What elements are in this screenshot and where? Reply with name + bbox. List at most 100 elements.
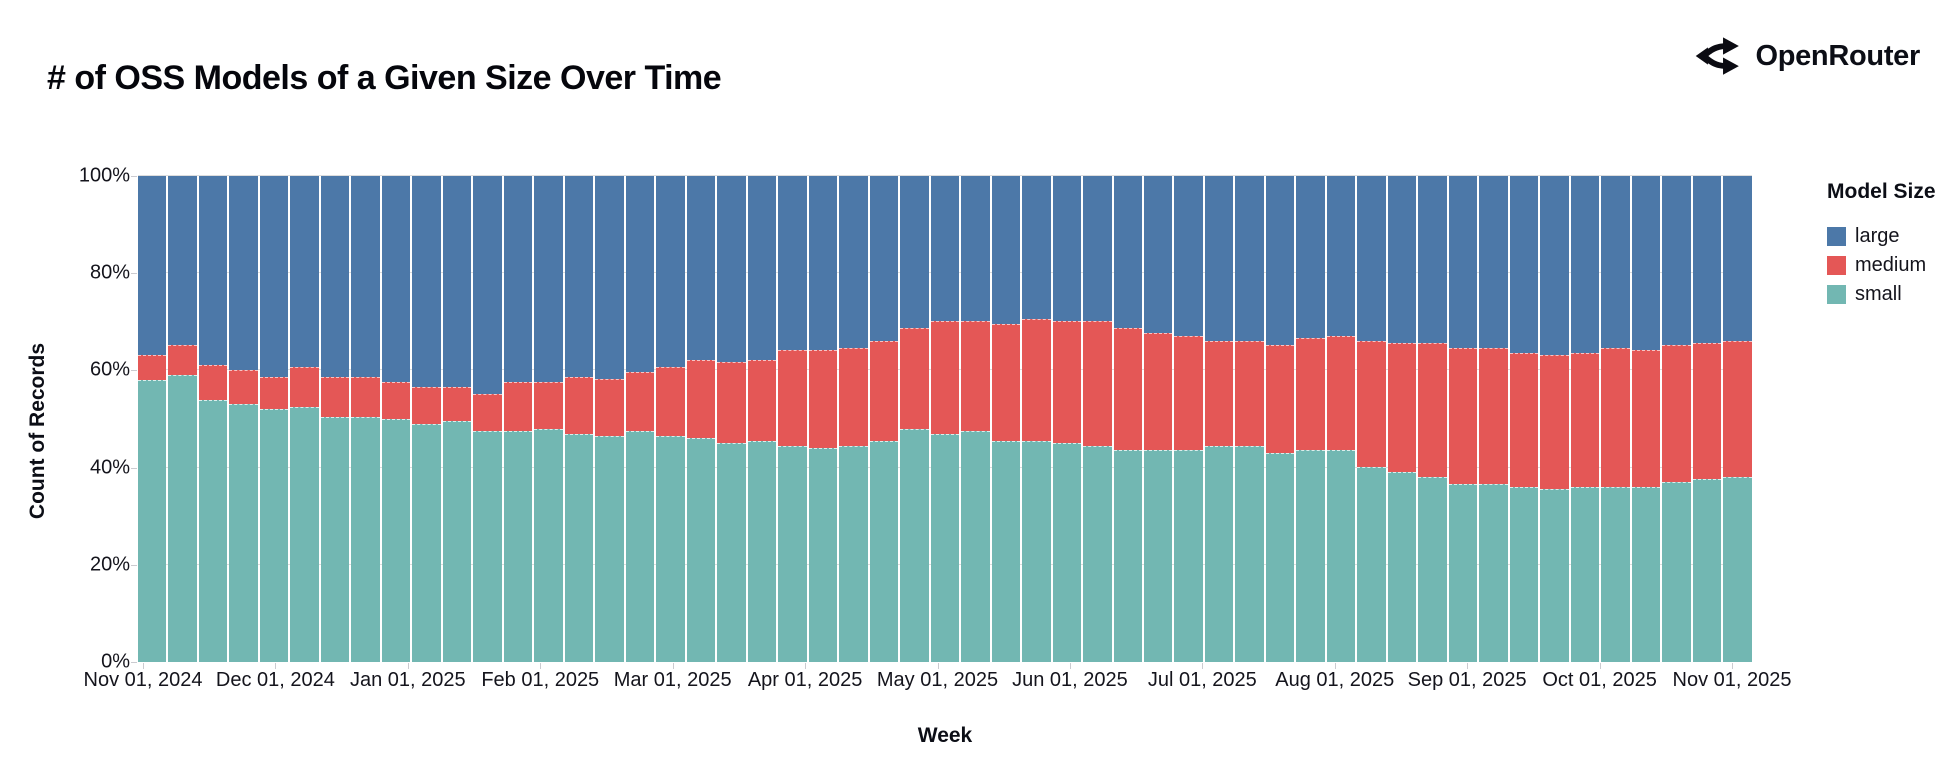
bar-segment-medium[interactable] (1113, 328, 1142, 451)
bar-segment-medium[interactable] (412, 386, 441, 424)
bar-segment-small[interactable] (991, 440, 1021, 663)
bar-segment-small[interactable] (503, 431, 533, 662)
bar-segment-small[interactable] (473, 431, 502, 662)
bar-segment-small[interactable] (778, 445, 807, 662)
week-bar[interactable] (1479, 176, 1508, 662)
bar-segment-large[interactable] (1143, 176, 1173, 334)
bar-segment-large[interactable] (1113, 176, 1142, 329)
bar-segment-medium[interactable] (1418, 342, 1447, 478)
bar-segment-large[interactable] (656, 176, 685, 368)
bar-segment-small[interactable] (961, 431, 990, 662)
bar-segment-large[interactable] (1601, 176, 1630, 348)
bar-segment-large[interactable] (930, 176, 960, 322)
bar-segment-medium[interactable] (686, 359, 716, 439)
bar-segment-large[interactable] (686, 176, 716, 360)
week-bar[interactable] (991, 176, 1021, 663)
bar-segment-large[interactable] (747, 176, 777, 360)
week-bar[interactable] (503, 176, 533, 662)
bar-segment-medium[interactable] (1052, 321, 1082, 444)
bar-segment-medium[interactable] (503, 381, 533, 432)
bar-segment-medium[interactable] (1174, 335, 1203, 451)
bar-segment-small[interactable] (534, 428, 563, 662)
bar-segment-small[interactable] (1631, 486, 1661, 662)
week-bar[interactable] (351, 176, 380, 662)
week-bar[interactable] (1265, 176, 1295, 662)
bar-segment-large[interactable] (290, 176, 319, 368)
bar-segment-medium[interactable] (1387, 342, 1417, 473)
bar-segment-small[interactable] (1601, 486, 1630, 662)
bar-segment-large[interactable] (1418, 176, 1447, 343)
bar-segment-large[interactable] (229, 176, 258, 370)
week-bar[interactable] (1296, 176, 1325, 662)
bar-segment-large[interactable] (503, 176, 533, 382)
week-bar[interactable] (1418, 176, 1447, 662)
bar-segment-medium[interactable] (1723, 340, 1752, 478)
bar-segment-large[interactable] (1692, 176, 1722, 343)
bar-segment-medium[interactable] (1022, 318, 1051, 441)
bar-segment-medium[interactable] (1692, 342, 1722, 480)
bar-segment-large[interactable] (534, 176, 563, 382)
week-bar[interactable] (168, 176, 197, 662)
week-bar[interactable] (1570, 176, 1600, 662)
bar-segment-small[interactable] (1692, 479, 1722, 662)
week-bar[interactable] (1113, 176, 1142, 662)
bar-segment-small[interactable] (138, 380, 167, 662)
bar-segment-small[interactable] (1357, 467, 1386, 662)
bar-segment-medium[interactable] (625, 372, 655, 432)
week-bar[interactable] (138, 176, 167, 662)
bar-segment-medium[interactable] (1326, 335, 1356, 451)
bar-segment-small[interactable] (381, 418, 411, 662)
week-bar[interactable] (564, 176, 594, 663)
bar-segment-small[interactable] (229, 404, 258, 662)
week-bar[interactable] (961, 176, 990, 662)
bar-segment-medium[interactable] (1479, 347, 1508, 485)
bar-segment-medium[interactable] (259, 376, 289, 410)
bar-segment-medium[interactable] (1509, 352, 1539, 487)
bar-segment-medium[interactable] (473, 393, 502, 432)
week-bar[interactable] (1235, 176, 1264, 662)
bar-segment-small[interactable] (686, 438, 716, 662)
bar-segment-small[interactable] (1479, 484, 1508, 662)
bar-segment-medium[interactable] (1570, 352, 1600, 487)
week-bar[interactable] (656, 176, 685, 662)
bar-segment-medium[interactable] (1601, 347, 1630, 487)
bar-segment-medium[interactable] (1296, 338, 1325, 451)
bar-segment-small[interactable] (351, 416, 380, 662)
week-bar[interactable] (839, 176, 868, 662)
bar-segment-small[interactable] (1540, 489, 1569, 662)
bar-segment-small[interactable] (1387, 472, 1417, 663)
bar-segment-medium[interactable] (168, 345, 197, 376)
week-bar[interactable] (198, 176, 228, 662)
bar-segment-large[interactable] (1631, 176, 1661, 351)
bar-segment-large[interactable] (412, 176, 441, 387)
bar-segment-large[interactable] (1479, 176, 1508, 348)
bar-segment-medium[interactable] (534, 381, 563, 429)
bar-segment-large[interactable] (1509, 176, 1539, 353)
bar-segment-medium[interactable] (1631, 350, 1661, 487)
bar-segment-large[interactable] (564, 176, 594, 377)
week-bar[interactable] (290, 176, 319, 662)
week-bar[interactable] (747, 176, 777, 662)
bar-segment-medium[interactable] (1357, 340, 1386, 468)
bar-segment-large[interactable] (991, 176, 1021, 324)
bar-segment-large[interactable] (473, 176, 502, 394)
week-bar[interactable] (1326, 176, 1356, 662)
week-bar[interactable] (1052, 176, 1082, 662)
week-bar[interactable] (1174, 176, 1203, 662)
bar-segment-large[interactable] (168, 176, 197, 346)
bar-segment-medium[interactable] (930, 321, 960, 434)
bar-segment-small[interactable] (595, 435, 624, 662)
bar-segment-medium[interactable] (991, 323, 1021, 441)
bar-segment-small[interactable] (1204, 445, 1234, 662)
bar-segment-small[interactable] (1448, 484, 1478, 662)
bar-segment-large[interactable] (1235, 176, 1264, 341)
bar-segment-small[interactable] (1509, 486, 1539, 662)
week-bar[interactable] (1022, 176, 1051, 662)
bar-segment-small[interactable] (1265, 452, 1295, 662)
bar-segment-small[interactable] (412, 423, 441, 662)
week-bar[interactable] (1509, 176, 1539, 662)
bar-segment-small[interactable] (198, 399, 228, 662)
bar-segment-small[interactable] (717, 443, 746, 662)
bar-segment-large[interactable] (900, 176, 929, 329)
bar-segment-medium[interactable] (747, 359, 777, 441)
